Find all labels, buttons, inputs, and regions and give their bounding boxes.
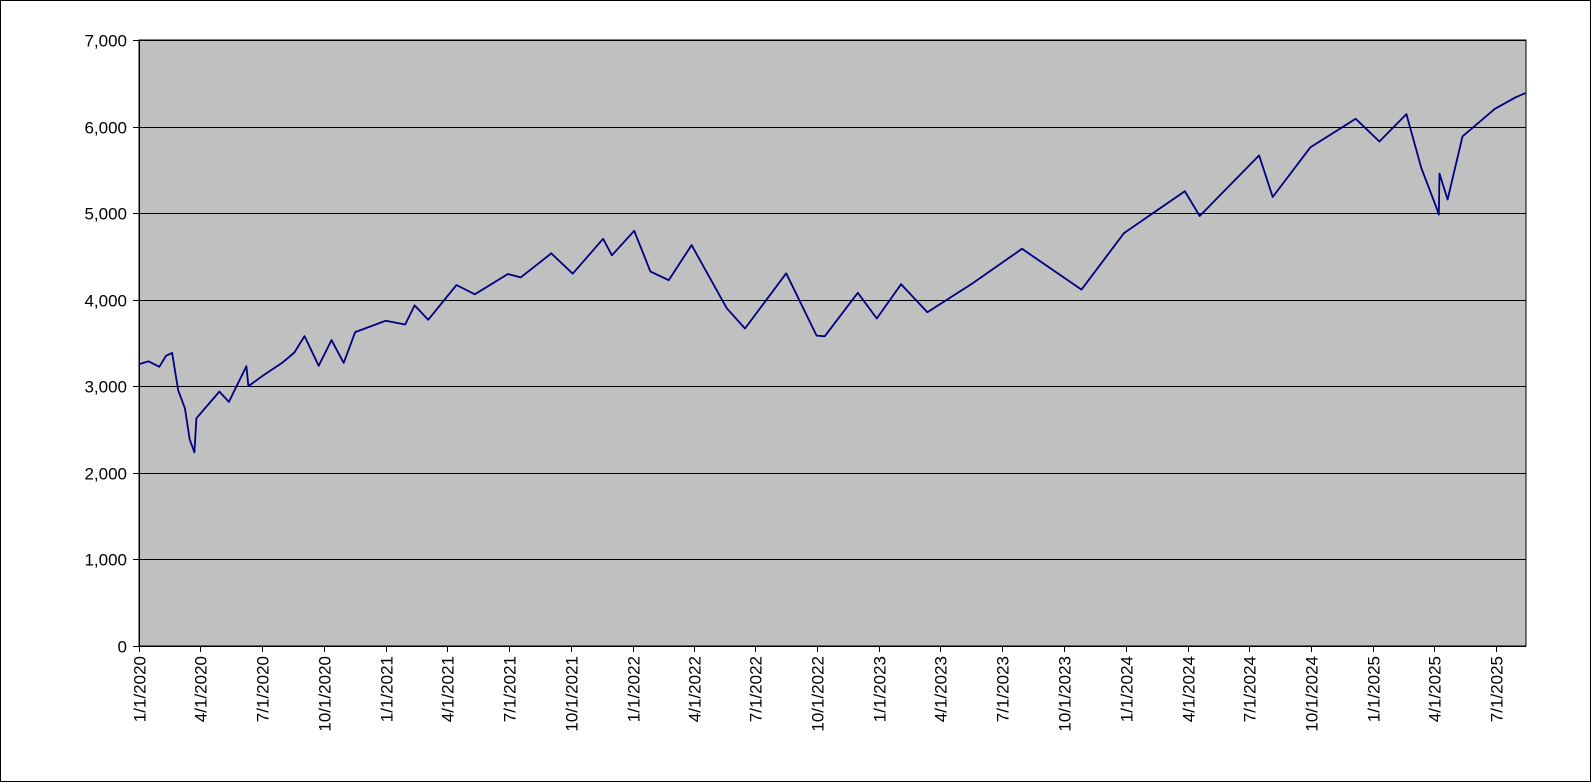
y-tick-label: 6,000 [84, 119, 127, 138]
x-tick-label: 1/1/2023 [871, 656, 890, 722]
plot-area [139, 40, 1526, 646]
y-tick-label: 2,000 [84, 465, 127, 484]
x-tick-label: 4/1/2022 [686, 656, 705, 722]
x-tick-label: 1/1/2021 [378, 656, 397, 722]
x-tick-label: 10/1/2023 [1056, 656, 1075, 732]
x-tick-label: 1/1/2025 [1365, 656, 1384, 722]
y-tick-label: 7,000 [84, 32, 127, 51]
x-tick-label: 7/1/2020 [254, 656, 273, 722]
x-tick-label: 1/1/2024 [1118, 656, 1137, 722]
x-tick-label: 7/1/2021 [501, 656, 520, 722]
y-tick-label: 4,000 [84, 292, 127, 311]
x-tick-label: 10/1/2020 [316, 656, 335, 732]
x-tick-label: 7/1/2024 [1241, 656, 1260, 722]
y-tick-labels: 0 1,000 2,000 3,000 4,000 5,000 6,000 7,000 [84, 32, 127, 657]
x-tick-label: 4/1/2023 [932, 656, 951, 722]
x-tick-labels: 1/1/2020 4/1/2020 7/1/2020 10/1/2020 1/1/202… [131, 656, 1507, 732]
x-tick-label: 10/1/2024 [1303, 656, 1322, 732]
x-tick-label: 4/1/2025 [1426, 656, 1445, 722]
x-tick-label: 1/1/2022 [625, 656, 644, 722]
x-tick-label: 4/1/2020 [192, 656, 211, 722]
x-tick-label: 1/1/2020 [131, 656, 150, 722]
x-tick-label: 7/1/2022 [747, 656, 766, 722]
x-tick-label: 7/1/2025 [1488, 656, 1507, 722]
x-tick-label: 4/1/2024 [1180, 656, 1199, 722]
y-tick-label: 0 [118, 638, 127, 657]
x-tick-label: 4/1/2021 [439, 656, 458, 722]
x-tick-label: 10/1/2022 [809, 656, 828, 732]
x-tick-label: 10/1/2021 [563, 656, 582, 732]
x-tick-label: 7/1/2023 [994, 656, 1013, 722]
y-tick-label: 5,000 [84, 205, 127, 224]
y-tick-label: 3,000 [84, 378, 127, 397]
y-tick-label: 1,000 [84, 551, 127, 570]
